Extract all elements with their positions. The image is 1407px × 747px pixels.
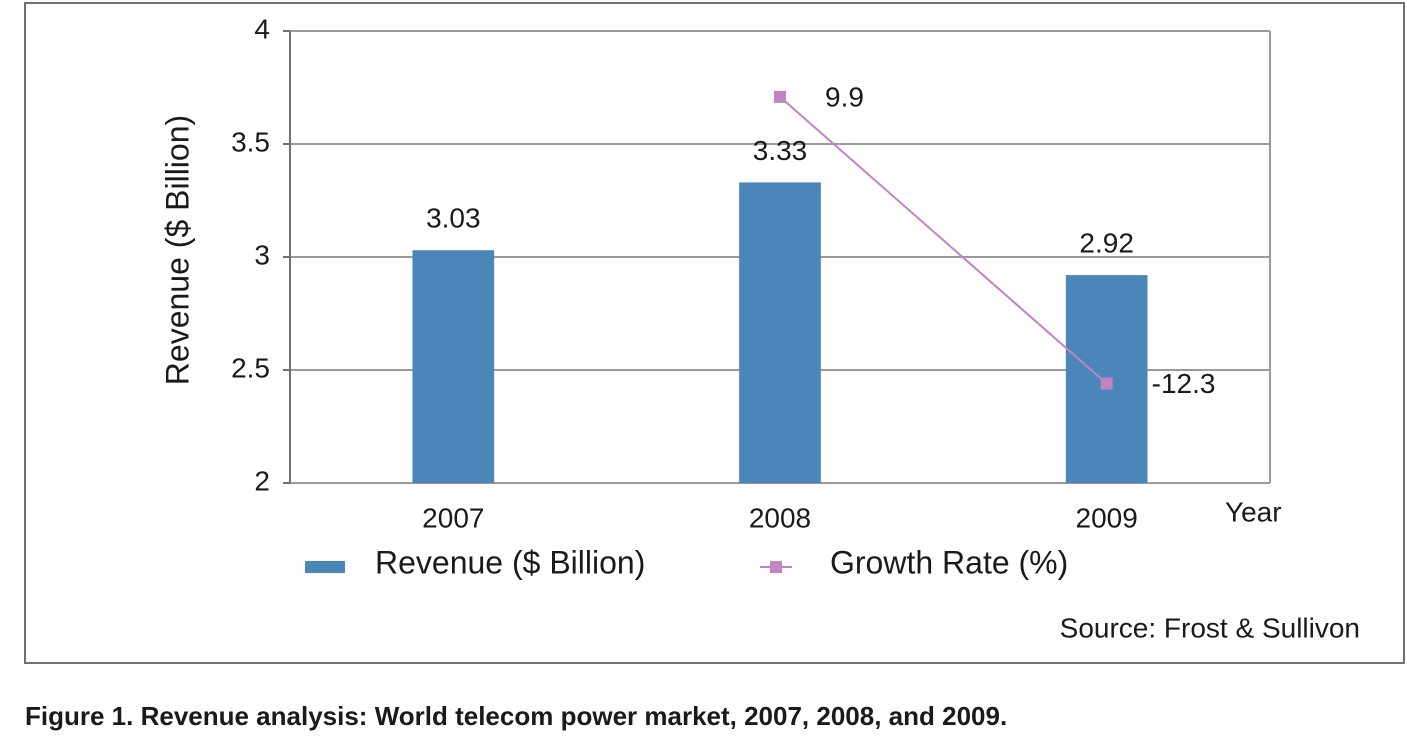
bar-value-label: 3.33 — [753, 135, 808, 166]
bar-value-label: 2.92 — [1079, 227, 1134, 258]
y-tick-label: 2.5 — [231, 352, 270, 383]
line-marker — [774, 90, 786, 103]
y-tick-label: 3 — [254, 239, 270, 270]
x-tick-label: 2007 — [422, 502, 484, 533]
x-tick-label: 2008 — [749, 502, 811, 533]
line-value-label: 9.9 — [825, 81, 864, 112]
legend-label: Growth Rate (%) — [830, 544, 1068, 580]
x-axis-label: Year — [1225, 496, 1282, 527]
bar-value-label: 3.03 — [426, 203, 481, 234]
frame — [24, 2, 1405, 664]
line-value-label: -12.3 — [1152, 368, 1216, 399]
y-tick-label: 4 — [254, 13, 270, 44]
bar — [412, 250, 495, 483]
legend-swatch — [305, 561, 345, 573]
line — [779, 96, 1108, 385]
x-tick-label: 2009 — [1076, 502, 1138, 533]
y-tick-label: 3.5 — [231, 126, 270, 157]
caption: Figure 1. Revenue analysis: World teleco… — [25, 701, 1007, 731]
y-axis-label: Revenue ($ Billion) — [159, 115, 195, 385]
legend-marker — [770, 561, 782, 573]
bar — [739, 182, 821, 484]
line-marker — [1100, 377, 1113, 390]
source: Source: Frost & Sullivon — [1060, 612, 1360, 643]
legend-label: Revenue ($ Billion) — [375, 544, 645, 580]
y-tick-label: 2 — [254, 465, 270, 496]
